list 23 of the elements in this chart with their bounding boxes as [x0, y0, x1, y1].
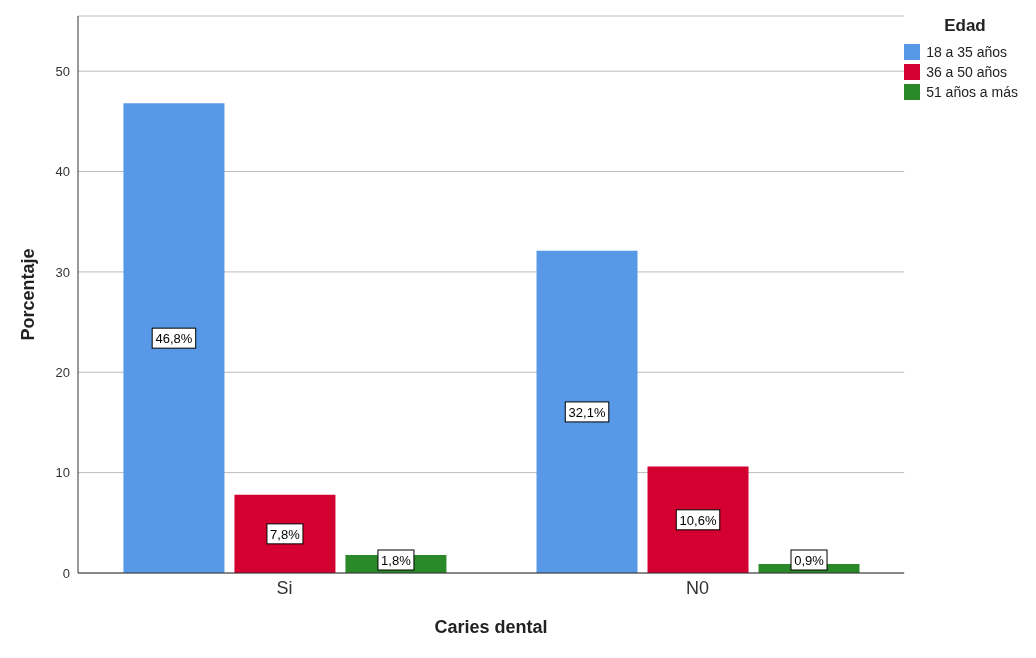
y-tick-label: 50	[55, 63, 70, 79]
data-label: 32,1%	[568, 404, 606, 420]
data-label: 7,8%	[270, 526, 301, 542]
y-tick-label: 20	[55, 364, 70, 380]
data-label: 46,8%	[155, 331, 193, 347]
legend-label: 36 a 50 años	[926, 64, 1008, 80]
x-axis-title: Caries dental	[434, 617, 548, 637]
y-tick-label: 0	[62, 565, 70, 581]
bar	[647, 466, 749, 573]
y-tick-label: 40	[55, 164, 70, 180]
x-tick-label: N0	[686, 577, 710, 598]
x-tick-label: Si	[276, 577, 293, 598]
legend-label: 18 a 35 años	[926, 44, 1008, 60]
bar	[123, 103, 225, 573]
data-label: 1,8%	[381, 553, 412, 568]
data-label: 0,9%	[794, 553, 825, 568]
legend-label: 51 años a más	[926, 84, 1018, 100]
data-label: 10,6%	[679, 512, 717, 528]
y-axis-title: Porcentaje	[18, 248, 39, 341]
bar	[536, 250, 638, 573]
y-tick-label: 30	[55, 264, 70, 280]
y-tick-label: 10	[55, 465, 70, 481]
legend-title: Edad	[943, 16, 987, 36]
